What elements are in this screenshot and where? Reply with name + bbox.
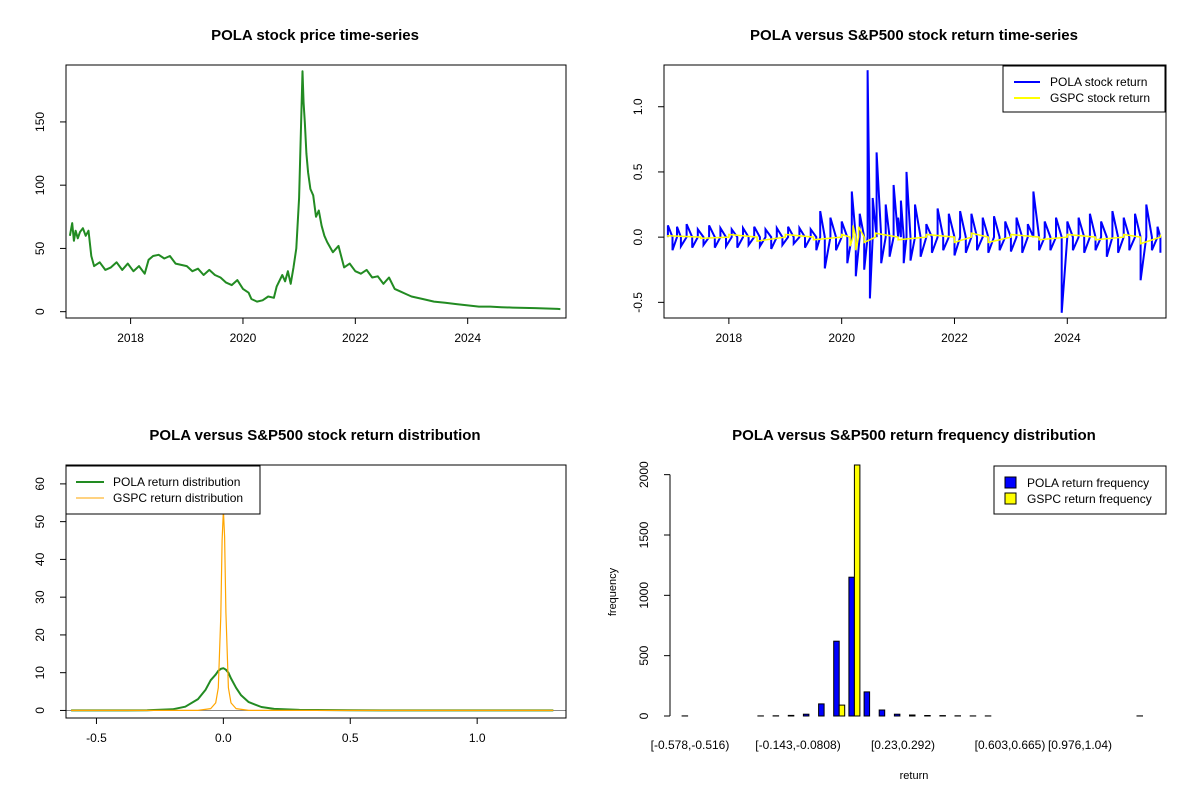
- panel-1-frame: [65, 64, 567, 319]
- panel-1-y-tick-label: 100: [33, 175, 47, 195]
- panel-2-y-tick-label: 1.0: [631, 98, 645, 115]
- pola-frequency-bar: [878, 709, 886, 717]
- panel-1-y-tick-label: 0: [33, 308, 47, 315]
- legend-pola-frequency-label: POLA return frequency: [1027, 476, 1149, 490]
- panel-2-frame: [663, 64, 1167, 319]
- panel-return-distribution: POLA versus S&P500 stock return distribu…: [33, 427, 567, 745]
- pola-frequency-bar: [893, 713, 901, 717]
- legend-gspc-return-label: GSPC stock return: [1050, 91, 1150, 105]
- panel-price-timeseries: POLA stock price time-series 2018 2020 202…: [33, 27, 567, 345]
- panel-4-y-tick-label: 500: [637, 645, 651, 665]
- panel-4-x-tick-label: [0.976,1.04): [1048, 738, 1112, 752]
- panel-1-x-tick-label: 2020: [230, 331, 257, 345]
- panel-4-xlabel: return: [900, 770, 929, 782]
- panel-2-x-tick-label: 2020: [828, 331, 855, 345]
- legend-gspc-frequency-swatch: [1004, 492, 1017, 505]
- legend-pola-distribution-label: POLA return distribution: [113, 475, 240, 489]
- panel-1-y-tick-label: 50: [33, 241, 47, 255]
- pola-return-series-line: [666, 70, 1162, 313]
- pola-frequency-bar: [863, 691, 871, 717]
- panel-4-plot-area: 0 500 1000 1500 2000 [-0.578,-0.516) [-0.143,-…: [637, 461, 1143, 752]
- panel-2-y-tick-label: 0.0: [631, 228, 645, 245]
- panel-1-plot-area: 2018 2020 2022 2024 0 50 100 150: [33, 70, 561, 345]
- panel-3-y-tick-label: 10: [33, 666, 47, 680]
- panel-1-x-tick-label: 2024: [454, 331, 481, 345]
- panel-3-title: POLA versus S&P500 stock return distribu…: [149, 427, 480, 444]
- price-series-line: [68, 70, 561, 311]
- panel-2-plot-area: 2018 2020 2022 2024 -0.5 0.0 0.5 1.0: [631, 70, 1162, 345]
- panel-2-title: POLA versus S&P500 stock return time-ser…: [750, 27, 1078, 44]
- panel-3-x-tick-label: 1.0: [469, 731, 486, 745]
- panel-4-y-tick-label: 1500: [637, 521, 651, 548]
- panel-4-y-tick-label: 1000: [637, 582, 651, 609]
- panel-1-x-tick-label: 2018: [117, 331, 144, 345]
- pola-frequency-bar: [909, 714, 916, 717]
- gspc-frequency-bar: [838, 704, 846, 717]
- panel-2-legend-box: [1002, 65, 1166, 113]
- panel-2-y-tick-label: 0.5: [631, 163, 645, 180]
- panel-4-x-tick-label: [-0.578,-0.516): [651, 738, 730, 752]
- gspc-return-series-line: [667, 225, 1162, 251]
- panel-4-title: POLA versus S&P500 return frequency dist…: [732, 427, 1096, 444]
- pola-frequency-bar: [818, 703, 825, 717]
- panel-4-legend: POLA return frequency GSPC return freque…: [993, 465, 1167, 515]
- panel-2-x-tick-label: 2024: [1054, 331, 1081, 345]
- pola-frequency-bar: [924, 715, 931, 717]
- legend-gspc-frequency-label: GSPC return frequency: [1027, 492, 1152, 506]
- panel-return-timeseries: POLA versus S&P500 stock return time-ser…: [631, 27, 1167, 345]
- panel-1-x-tick-label: 2022: [342, 331, 369, 345]
- pola-frequency-bar: [848, 576, 855, 717]
- panel-4-legend-box: [993, 465, 1167, 515]
- legend-gspc-distribution-label: GSPC return distribution: [113, 491, 243, 505]
- panel-4-y-tick-label: 0: [637, 712, 651, 719]
- panel-2-x-tick-label: 2022: [941, 331, 968, 345]
- panel-3-x-tick-label: 0.5: [342, 731, 359, 745]
- panel-2-x-tick-label: 2018: [716, 331, 743, 345]
- panel-4-ylabel: frequency: [607, 567, 619, 616]
- panel-3-y-tick-label: 60: [33, 477, 47, 491]
- pola-frequency-bar: [802, 713, 810, 717]
- panel-3-y-tick-label: 0: [33, 707, 47, 714]
- legend-pola-frequency-swatch: [1004, 476, 1017, 489]
- panel-2-legend: POLA stock return GSPC stock return: [1002, 65, 1166, 113]
- pola-frequency-bar: [833, 640, 840, 717]
- panel-3-y-tick-label: 40: [33, 552, 47, 566]
- panel-3-y-tick-label: 50: [33, 515, 47, 529]
- panel-3-x-tick-label: 0.0: [215, 731, 232, 745]
- panel-3-x-tick-label: -0.5: [86, 731, 107, 745]
- panel-4-x-tick-label: [-0.143,-0.0808): [755, 738, 840, 752]
- panel-4-y-tick-label: 2000: [637, 461, 651, 488]
- panel-4-x-tick-label: [0.23,0.292): [871, 738, 935, 752]
- legend-pola-return-label: POLA stock return: [1050, 75, 1147, 89]
- gspc-frequency-bar: [853, 464, 861, 717]
- panel-3-frame: [65, 464, 567, 719]
- panel-1-title: POLA stock price time-series: [211, 27, 419, 44]
- panel-3-legend: POLA return distribution GSPC return dis…: [65, 465, 261, 515]
- panel-2-y-tick-label: -0.5: [631, 292, 645, 313]
- panel-3-y-tick-label: 30: [33, 590, 47, 604]
- panel-3-legend-box: [65, 465, 261, 515]
- panel-return-frequency: POLA versus S&P500 return frequency dist…: [607, 427, 1167, 782]
- panel-4-x-tick-label: [0.603,0.665): [975, 738, 1046, 752]
- panel-3-y-tick-label: 20: [33, 628, 47, 642]
- pola-frequency-bar: [787, 714, 795, 717]
- panel-1-y-tick-label: 150: [33, 112, 47, 132]
